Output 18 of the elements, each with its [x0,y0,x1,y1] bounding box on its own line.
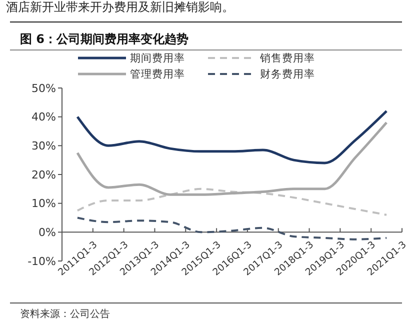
line-series [76,121,388,196]
y-tick-label: 30% [32,140,56,153]
legend-label: 期间费用率 [130,52,185,65]
line-series [76,216,388,240]
y-tick-label: 20% [32,168,56,182]
y-tick-label: 0% [38,226,56,240]
text: 酒店新开业带来开办费用及新旧摊销影响。 [6,0,234,14]
chart-title: 图 6：公司期间费用率变化趋势 [20,32,189,46]
line-series [76,110,388,164]
y-tick-label: 10% [32,197,56,210]
y-tick-label: 50% [32,82,56,95]
legend-label: 销售费用率 [259,52,315,65]
legend-label: 财务费用率 [260,68,315,81]
legend-label: 管理费用率 [130,68,185,81]
y-tick-label: -10% [28,254,56,268]
y-tick-label: 40% [32,110,56,124]
text: 资料来源：公司公告 [20,308,110,320]
line-series [76,188,388,216]
